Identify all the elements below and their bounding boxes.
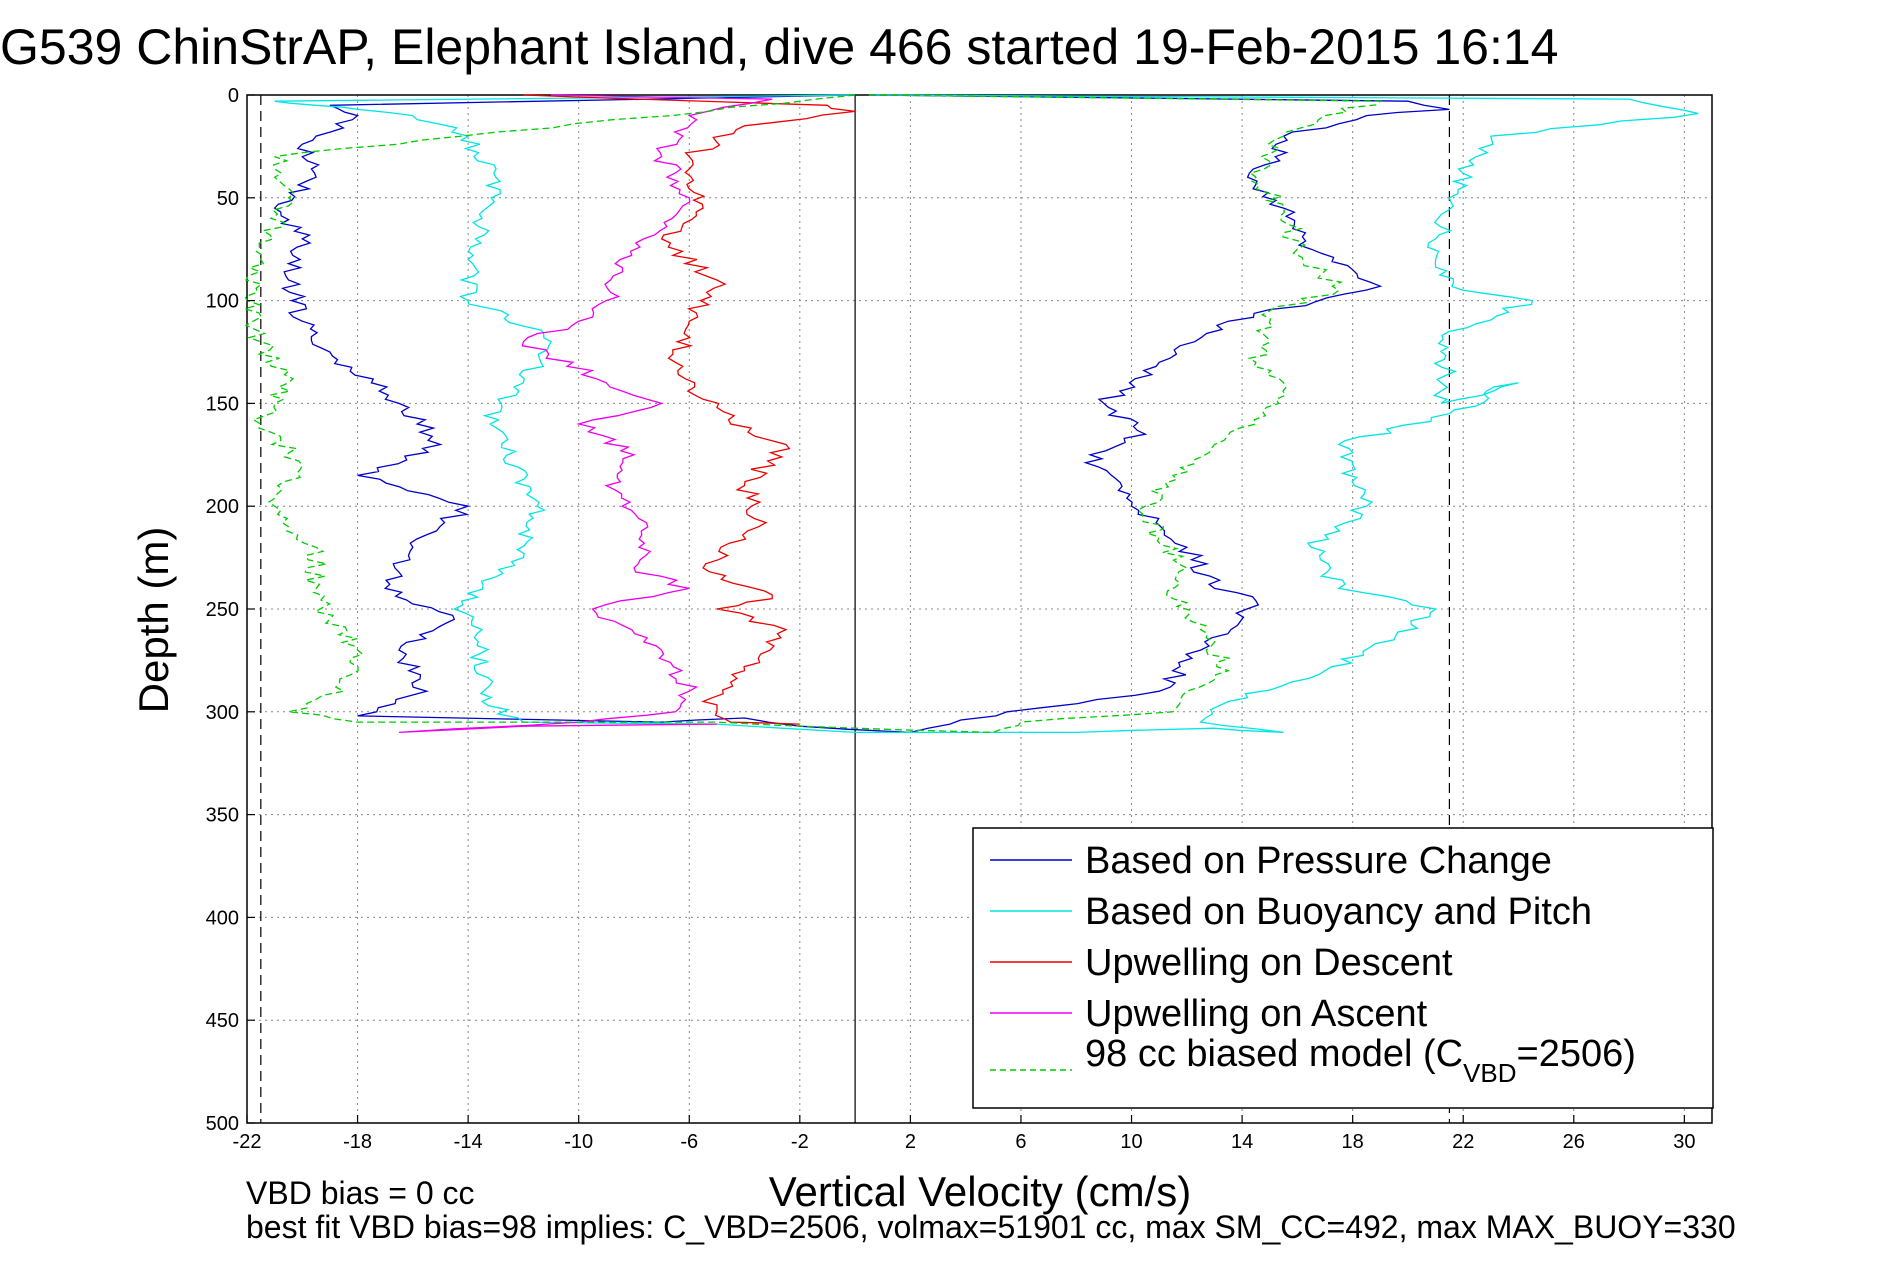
x-tick-label: 10 — [1120, 1131, 1142, 1153]
legend-entry-model: 98 cc biased model (CVBD=2506) — [1085, 1033, 1636, 1088]
legend-model-subscript: VBD — [1463, 1058, 1516, 1088]
y-tick-label: 50 — [217, 188, 239, 210]
series-layer — [242, 94, 1699, 734]
vbd-bias-note: VBD bias = 0 cc — [246, 1175, 475, 1211]
x-tick-label: 2 — [905, 1131, 916, 1153]
best-fit-note: best fit VBD bias=98 implies: C_VBD=2506… — [246, 1209, 1736, 1245]
x-tick-label: 30 — [1673, 1131, 1695, 1153]
y-tick-label: 250 — [206, 599, 239, 621]
x-tick-label: 14 — [1231, 1131, 1253, 1153]
y-axis-ticks: 0 50 100 150 200 250 300 350 400 450 500 — [206, 85, 255, 1135]
legend-entry-upwelling-descent: Upwelling on Descent — [1085, 942, 1453, 984]
chart-title: G539 ChinStrAP, Elephant Island, dive 46… — [0, 19, 1558, 75]
legend: Based on Pressure Change Based on Buoyan… — [972, 827, 1714, 1109]
y-tick-label: 100 — [206, 291, 239, 313]
x-tick-label: -6 — [680, 1131, 698, 1153]
y-tick-label: 200 — [206, 496, 239, 518]
x-tick-label: -14 — [454, 1131, 483, 1153]
series-line-5 — [242, 94, 1382, 734]
legend-entry-buoyancy: Based on Buoyancy and Pitch — [1085, 891, 1592, 933]
x-tick-label: -22 — [233, 1131, 262, 1153]
x-axis-ticks: -22 -18 -14 -10 -6 -2 2 6 10 14 18 22 26 30 — [233, 1115, 1695, 1153]
y-tick-label: 150 — [206, 393, 239, 415]
x-tick-label: 26 — [1563, 1131, 1585, 1153]
series-line-1 — [273, 94, 1450, 734]
series-line-2 — [274, 94, 1699, 734]
x-tick-label: 18 — [1342, 1131, 1364, 1153]
x-tick-label: 6 — [1015, 1131, 1026, 1153]
x-axis-label: Vertical Velocity (cm/s) — [769, 1168, 1191, 1215]
y-tick-label: 400 — [206, 907, 239, 929]
x-tick-label: -2 — [791, 1131, 809, 1153]
legend-box — [972, 827, 1714, 1109]
y-tick-label: 350 — [206, 805, 239, 827]
x-tick-label: 22 — [1452, 1131, 1474, 1153]
x-tick-label: -10 — [564, 1131, 593, 1153]
legend-entry-upwelling-ascent: Upwelling on Ascent — [1085, 993, 1428, 1035]
y-tick-label: 450 — [206, 1010, 239, 1032]
series-line-3 — [523, 94, 856, 725]
y-axis-label: Depth (m) — [130, 527, 177, 714]
legend-model-suffix: =2506) — [1517, 1033, 1636, 1075]
y-tick-label: 300 — [206, 702, 239, 724]
x-tick-label: -18 — [343, 1131, 372, 1153]
y-tick-label: 0 — [228, 85, 239, 107]
legend-entry-pressure: Based on Pressure Change — [1085, 840, 1552, 882]
legend-model-prefix: 98 cc biased model (C — [1085, 1033, 1463, 1075]
series-line-4 — [398, 94, 773, 734]
y-tick-label: 500 — [206, 1113, 239, 1135]
